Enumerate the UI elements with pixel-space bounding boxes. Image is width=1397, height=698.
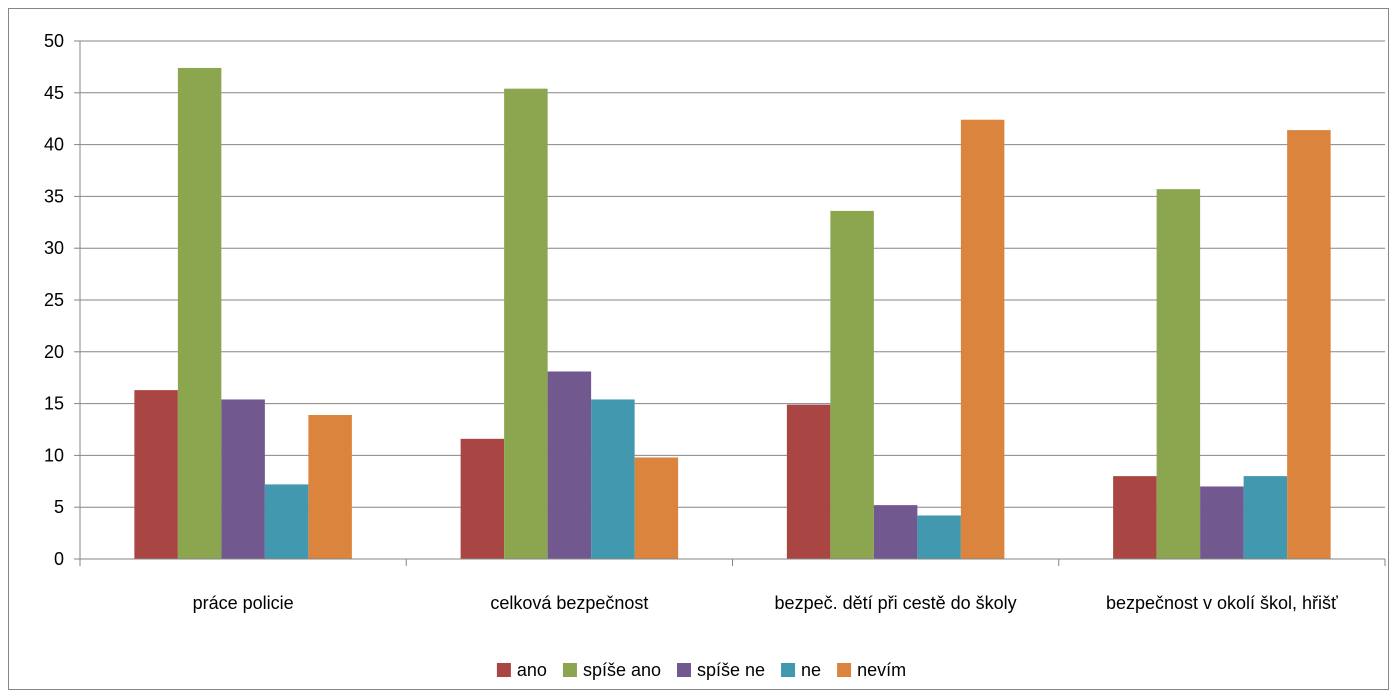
legend-label: ne [801, 660, 821, 680]
bar-ne [264, 484, 309, 559]
y-tick-label: 10 [44, 445, 64, 465]
legend-label: ano [517, 660, 547, 680]
y-tick-label: 5 [54, 497, 64, 517]
bar-spíše-ne [221, 399, 265, 559]
x-category-label: bezpečnost v okolí škol, hřišť [1106, 593, 1338, 613]
bar-nevím [634, 457, 679, 559]
bar-ano [1113, 476, 1157, 559]
y-tick-label: 15 [44, 394, 64, 414]
legend-item: ne [781, 660, 821, 680]
bar-ne [1243, 476, 1288, 559]
y-tick-label: 30 [44, 238, 64, 258]
legend-swatch [496, 663, 511, 677]
bar-spíše-ano [1156, 189, 1201, 559]
y-tick-label: 35 [44, 186, 64, 206]
x-category-label: bezpeč. dětí při cestě do školy [775, 593, 1017, 613]
legend-swatch [837, 663, 852, 677]
y-tick-label: 25 [44, 290, 64, 310]
legend-label: spíše ano [583, 660, 661, 680]
bar-spíše-ne [547, 371, 592, 559]
bar-ano [134, 390, 178, 559]
bar-spíše-ne [873, 505, 918, 559]
y-tick-label: 20 [44, 342, 64, 362]
legend-item: spíše ne [677, 660, 765, 680]
legend-swatch [562, 663, 577, 677]
legend-item: spíše ano [562, 660, 661, 680]
legend-label: spíše ne [697, 660, 765, 680]
bar-nevím [1287, 130, 1331, 559]
legend-item: nevím [837, 660, 906, 680]
legend-swatch [781, 663, 796, 677]
bar-ano [460, 438, 505, 559]
bar-ne [917, 515, 961, 559]
legend-item: ano [496, 660, 547, 680]
bar-spíše-ano [504, 88, 548, 559]
bar-spíše-ne [1200, 486, 1244, 559]
y-tick-label: 0 [54, 549, 64, 569]
y-tick-label: 45 [44, 83, 64, 103]
x-axis-labels: práce policie celková bezpečnost bezpeč. d… [193, 593, 1338, 613]
x-category-label: celková bezpečnost [490, 593, 648, 613]
bars [134, 67, 1331, 560]
x-category-label: práce policie [193, 593, 294, 613]
bar-nevím [308, 414, 352, 559]
bar-nevím [960, 119, 1005, 560]
y-tick-label: 50 [44, 31, 64, 51]
legend-label: nevím [857, 660, 906, 680]
legend-swatch [677, 663, 691, 677]
y-axis-ticks: 0 5 10 15 20 25 30 35 40 45 50 [44, 31, 80, 569]
y-tick-label: 40 [44, 135, 64, 155]
bar-ne [591, 399, 635, 559]
bar-spíše-ano [177, 67, 222, 559]
bar-ano [786, 404, 831, 559]
bar-spíše-ano [830, 210, 874, 560]
legend: ano spíše ano spíše ne ne nevím [496, 660, 906, 680]
